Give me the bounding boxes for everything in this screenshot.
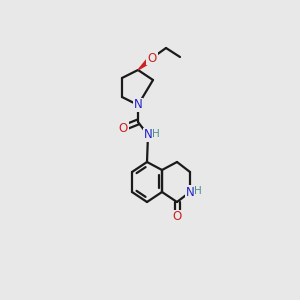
Text: O: O (118, 122, 127, 134)
Text: O: O (172, 211, 182, 224)
Text: N: N (186, 185, 194, 199)
Text: N: N (134, 98, 142, 112)
Text: N: N (144, 128, 152, 142)
Text: H: H (194, 186, 202, 196)
Text: H: H (152, 129, 160, 139)
Text: O: O (147, 52, 157, 64)
Polygon shape (138, 56, 154, 70)
